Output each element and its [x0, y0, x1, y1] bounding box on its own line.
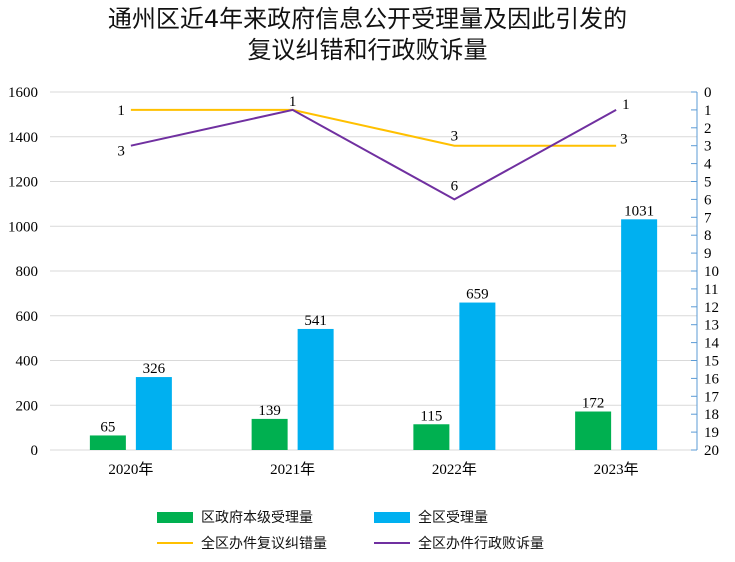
- legend-label: 全区办件行政败诉量: [418, 536, 544, 552]
- bar-whole-district: [135, 377, 172, 450]
- legend-swatch-green: [157, 511, 193, 523]
- bar-data-label: 541: [304, 313, 327, 329]
- bar-whole-district: [621, 219, 658, 450]
- line-data-label: 3: [620, 132, 628, 148]
- y-right-tick-label: 0: [704, 85, 712, 101]
- y-right-tick-label: 13: [704, 318, 719, 334]
- line-lawsuit-loss: [130, 108, 617, 201]
- bar-data-label: 659: [466, 287, 489, 303]
- y-right-tick-label: 18: [704, 407, 719, 423]
- y-right-tick-label: 12: [704, 300, 719, 316]
- y-right-tick-label: 11: [704, 282, 718, 298]
- bar-district-gov: [413, 424, 450, 450]
- y-right-tick-label: 4: [704, 157, 712, 173]
- legend-item-district-gov: 区政府本级受理量: [157, 507, 313, 527]
- legend-label: 区政府本级受理量: [201, 510, 313, 526]
- line-review-correction: [130, 108, 617, 147]
- line-data-label: 3: [451, 129, 459, 145]
- y-right-tick-label: 8: [704, 228, 712, 244]
- y-left-tick-label: 200: [16, 398, 39, 414]
- bar-data-label: 65: [100, 419, 115, 435]
- y-right-tick-label: 3: [704, 139, 712, 155]
- line-data-label: 6: [451, 178, 459, 194]
- bar-district-gov: [251, 418, 288, 450]
- chart-title-line2: 复议纠错和行政败诉量: [247, 36, 488, 64]
- bar-whole-district: [459, 302, 496, 450]
- line-data-label: 1: [117, 103, 125, 119]
- line-data-label: 1: [622, 97, 630, 113]
- chart-title-line1: 通州区近4年来政府信息公开受理量及因此引发的: [107, 5, 628, 33]
- line-data-label: 1: [289, 94, 297, 110]
- x-tick-label: 2020年: [108, 461, 153, 478]
- y-right-tick-label: 5: [704, 175, 712, 191]
- x-tick-label: 2022年: [432, 461, 477, 478]
- legend-swatch-purple-line: [374, 542, 410, 544]
- y-left-tick-label: 400: [16, 354, 39, 370]
- y-right-tick-label: 15: [704, 354, 719, 370]
- y-left-tick-label: 1600: [8, 85, 38, 101]
- bar-data-label: 172: [582, 396, 605, 412]
- bar-district-gov: [575, 411, 612, 450]
- y-right-tick-label: 19: [704, 425, 719, 441]
- x-tick-label: 2023年: [594, 461, 639, 478]
- bar-data-label: 139: [258, 403, 281, 419]
- chart-title: 通州区近4年来政府信息公开受理量及因此引发的 复议纠错和行政败诉量: [0, 4, 735, 66]
- x-tick-label: 2021年: [270, 461, 315, 478]
- bar-data-label: 1031: [624, 203, 654, 219]
- bar-whole-district: [297, 328, 334, 450]
- legend-item-whole-district: 全区受理量: [374, 507, 488, 527]
- legend-label: 全区受理量: [418, 510, 488, 526]
- y-right-tick-label: 17: [704, 389, 720, 405]
- y-right-tick-label: 6: [704, 192, 712, 208]
- y-right-tick-label: 7: [704, 210, 712, 226]
- y-left-tick-label: 600: [16, 309, 39, 325]
- bar-data-label: 326: [143, 361, 166, 377]
- y-left-tick-label: 800: [16, 264, 39, 280]
- line-data-label: 3: [117, 144, 125, 160]
- legend-item-lawsuit-loss: 全区办件行政败诉量: [374, 533, 544, 553]
- y-left-tick-label: 1000: [8, 219, 38, 235]
- y-right-tick-label: 1: [704, 103, 712, 119]
- legend-swatch-blue: [374, 511, 410, 523]
- legend-label: 全区办件复议纠错量: [201, 536, 327, 552]
- y-right-tick-label: 20: [704, 443, 719, 459]
- legend-swatch-yellow-line: [157, 542, 193, 544]
- y-right-tick-label: 9: [704, 246, 712, 262]
- bar-data-label: 115: [420, 408, 442, 424]
- y-right-tick-label: 10: [704, 264, 719, 280]
- bar-district-gov: [89, 435, 126, 450]
- legend-item-review-correction: 全区办件复议纠错量: [157, 533, 327, 553]
- y-left-tick-label: 1400: [8, 130, 38, 146]
- y-left-tick-label: 1200: [8, 175, 38, 191]
- y-right-tick-label: 2: [704, 121, 712, 137]
- y-left-tick-label: 0: [31, 443, 39, 459]
- y-right-tick-label: 14: [704, 336, 720, 352]
- y-right-tick-label: 16: [704, 371, 720, 387]
